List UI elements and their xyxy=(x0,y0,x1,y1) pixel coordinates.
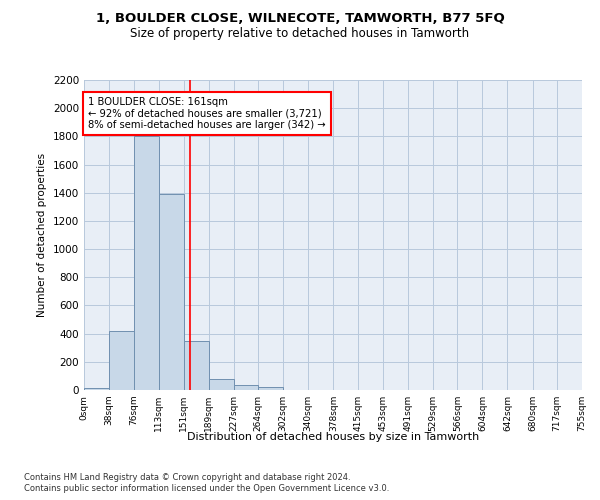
Bar xyxy=(234,385,258,390)
Text: Size of property relative to detached houses in Tamworth: Size of property relative to detached ho… xyxy=(130,28,470,40)
Bar xyxy=(158,194,184,390)
Bar xyxy=(184,340,209,390)
Bar xyxy=(209,378,234,390)
Text: 1, BOULDER CLOSE, WILNECOTE, TAMWORTH, B77 5FQ: 1, BOULDER CLOSE, WILNECOTE, TAMWORTH, B… xyxy=(95,12,505,26)
Bar xyxy=(134,136,158,390)
Text: Distribution of detached houses by size in Tamworth: Distribution of detached houses by size … xyxy=(187,432,479,442)
Text: Contains public sector information licensed under the Open Government Licence v3: Contains public sector information licen… xyxy=(24,484,389,493)
Text: Contains HM Land Registry data © Crown copyright and database right 2024.: Contains HM Land Registry data © Crown c… xyxy=(24,472,350,482)
Y-axis label: Number of detached properties: Number of detached properties xyxy=(37,153,47,317)
Bar xyxy=(84,388,109,390)
Text: 1 BOULDER CLOSE: 161sqm
← 92% of detached houses are smaller (3,721)
8% of semi-: 1 BOULDER CLOSE: 161sqm ← 92% of detache… xyxy=(88,97,326,130)
Bar xyxy=(109,331,134,390)
Bar xyxy=(258,387,283,390)
